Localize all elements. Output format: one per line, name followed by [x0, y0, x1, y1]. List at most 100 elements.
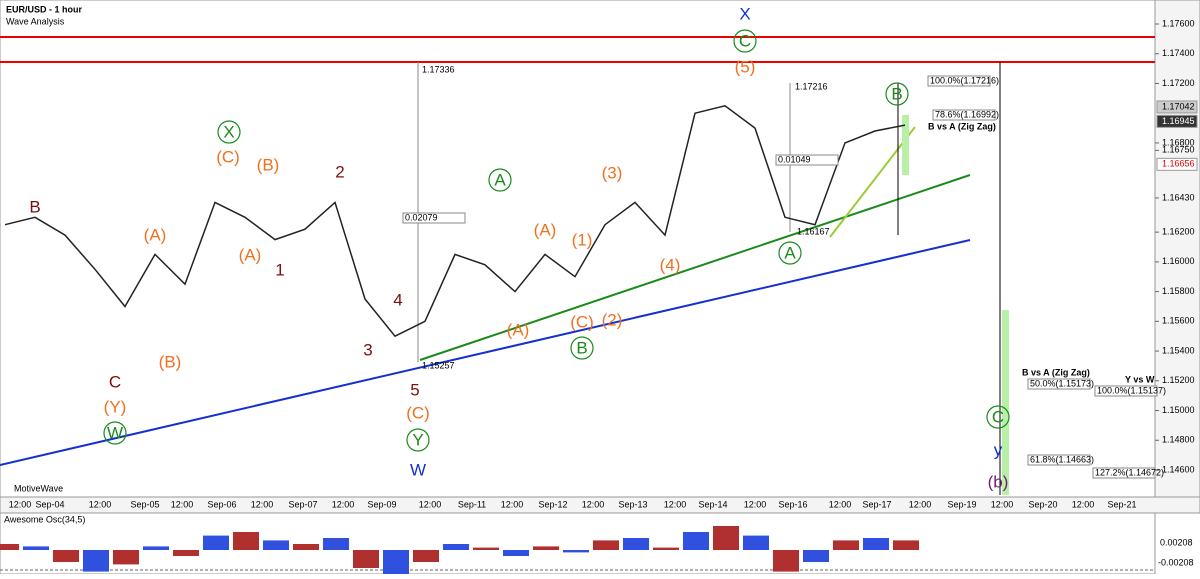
price-tick-label: 1.17600: [1162, 18, 1195, 28]
osc-bar: [83, 550, 109, 572]
time-label: Sep-17: [862, 499, 891, 509]
osc-bar: [233, 532, 259, 550]
time-label: 12:00: [9, 499, 32, 509]
price-tick-label: 1.15200: [1162, 375, 1195, 385]
time-label: 12:00: [332, 499, 355, 509]
price-tick-label: 1.15600: [1162, 316, 1195, 326]
time-label: Sep-12: [538, 499, 567, 509]
trend-line: [829, 126, 916, 238]
wave-circle: [885, 82, 909, 106]
osc-bar: [623, 538, 649, 550]
annotation-box: [932, 109, 996, 121]
osc-bar: [413, 550, 439, 562]
annotation-box: [1027, 378, 1091, 390]
osc-pane: [0, 512, 1156, 575]
osc-tick: 0.00208: [1160, 537, 1193, 547]
osc-bar: [593, 540, 619, 550]
wave-label: X: [223, 122, 234, 141]
osc-bar: [53, 550, 79, 562]
annotation: 127.2%(1.14672): [1095, 467, 1164, 477]
wave-label: W: [410, 460, 426, 479]
annotation: 78.6%(1.16992): [935, 109, 999, 119]
annotation: 1.17216: [795, 81, 828, 91]
time-label: 12:00: [501, 499, 524, 509]
time-label: 12:00: [419, 499, 442, 509]
target-zone: [902, 115, 909, 175]
osc-bar: [863, 538, 889, 550]
price-marker: [1156, 100, 1198, 114]
wave-circle: [986, 405, 1010, 429]
wave-label: y: [994, 440, 1003, 459]
price-tick-label: 1.16000: [1162, 256, 1195, 266]
annotation-box: [1027, 454, 1091, 466]
wave-label: (2): [602, 310, 623, 329]
wave-label: (A): [144, 225, 167, 244]
wave-label: C: [992, 407, 1004, 426]
price-line: [4, 104, 906, 338]
osc-bar: [833, 540, 859, 550]
wave-circle: [217, 120, 241, 144]
time-label: 12:00: [89, 499, 112, 509]
time-label: 12:00: [1072, 499, 1095, 509]
osc-bar: [893, 540, 919, 550]
osc-bar: [533, 546, 559, 550]
osc-bar: [743, 535, 769, 550]
price-marker-label: 1.16945: [1162, 116, 1195, 126]
osc-bar: [683, 532, 709, 550]
price-tick-label: 1.14600: [1162, 464, 1195, 474]
wave-circle: [103, 421, 127, 445]
wave-label: (1): [572, 230, 593, 249]
osc-bar: [653, 547, 679, 550]
price-tick-label: 1.16750: [1162, 145, 1195, 155]
wave-label: (C): [216, 147, 240, 166]
wave-label: 2: [335, 162, 344, 181]
osc-bar: [503, 550, 529, 556]
wave-label: (A): [239, 245, 262, 264]
price-tick-label: 1.17400: [1162, 48, 1195, 58]
time-label: Sep-05: [130, 499, 159, 509]
wave-label: X: [739, 4, 750, 23]
price-tick-label: 1.16800: [1162, 137, 1195, 147]
time-label: Sep-06: [207, 499, 236, 509]
osc-bar: [23, 546, 49, 550]
wave-label: 4: [393, 290, 402, 309]
time-label: 12:00: [909, 499, 932, 509]
wave-label: (C): [570, 312, 594, 331]
time-label: 12:00: [829, 499, 852, 509]
annotation: 0.02079: [405, 212, 438, 222]
time-label: Sep-16: [778, 499, 807, 509]
osc-bar: [563, 550, 589, 553]
trend-line: [0, 239, 971, 466]
annotation: 50.0%(1.15173): [1030, 378, 1094, 388]
wave-label: (b): [988, 472, 1009, 491]
wave-label: (3): [602, 163, 623, 182]
osc-bar: [323, 538, 349, 550]
osc-bar: [713, 526, 739, 550]
osc-title: Awesome Osc(34,5): [4, 514, 85, 524]
wave-label: (Y): [104, 397, 127, 416]
wave-circle: [778, 241, 802, 265]
price-tick-label: 1.17200: [1162, 78, 1195, 88]
annotation: 100.0%(1.15137): [1097, 385, 1166, 395]
price-tick-label: 1.15800: [1162, 286, 1195, 296]
time-label: 12:00: [744, 499, 767, 509]
wave-label: (B): [159, 352, 182, 371]
annotation-box: [1094, 385, 1158, 397]
time-label: Sep-09: [367, 499, 396, 509]
time-label: 12:00: [251, 499, 274, 509]
time-label: Sep-07: [288, 499, 317, 509]
annotation-box: [927, 75, 991, 87]
wave-label: B: [29, 197, 40, 216]
annotation: B vs A (Zig Zag): [1022, 367, 1090, 377]
price-marker-label: 1.16656: [1162, 159, 1195, 169]
osc-bar: [203, 535, 229, 550]
annotation: B vs A (Zig Zag): [928, 121, 996, 131]
osc-tick: -0.00208: [1158, 557, 1194, 567]
wave-label: (A): [507, 320, 530, 339]
osc-bar: [293, 544, 319, 550]
price-marker: [1156, 157, 1198, 171]
price-tick-label: 1.15400: [1162, 345, 1195, 355]
annotation: 100.0%(1.17216): [930, 75, 999, 85]
osc-bar: [473, 547, 499, 550]
